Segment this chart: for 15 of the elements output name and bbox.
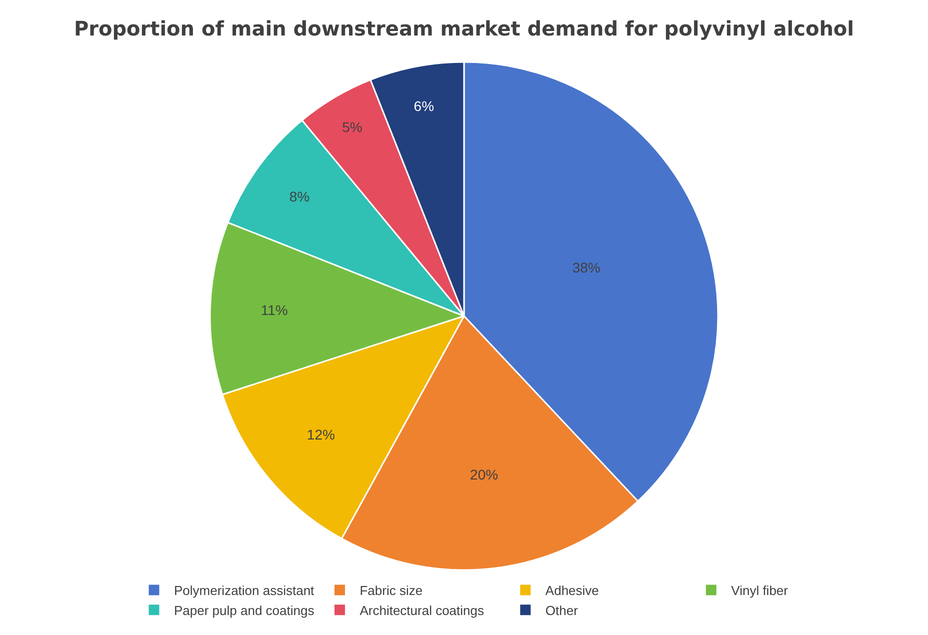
- legend-label: Paper pulp and coatings: [174, 603, 315, 618]
- legend-label: Adhesive: [545, 583, 599, 598]
- legend-label: Vinyl fiber: [731, 583, 789, 598]
- chart-title: Proportion of main downstream market demand for polyvinyl alcohol: [74, 16, 854, 41]
- data-label: 20%: [470, 466, 498, 483]
- legend-label: Fabric size: [360, 583, 423, 598]
- data-label: 11%: [260, 302, 288, 318]
- legend-label: Architectural coatings: [360, 603, 484, 618]
- legend-label: Other: [545, 603, 579, 618]
- data-label: 5%: [342, 118, 362, 135]
- data-label: 12%: [306, 426, 335, 442]
- data-label: 38%: [572, 260, 600, 276]
- data-label: 8%: [289, 188, 310, 204]
- legend-label: Polymerization assistant: [174, 583, 315, 598]
- data-label: 6%: [414, 98, 434, 114]
